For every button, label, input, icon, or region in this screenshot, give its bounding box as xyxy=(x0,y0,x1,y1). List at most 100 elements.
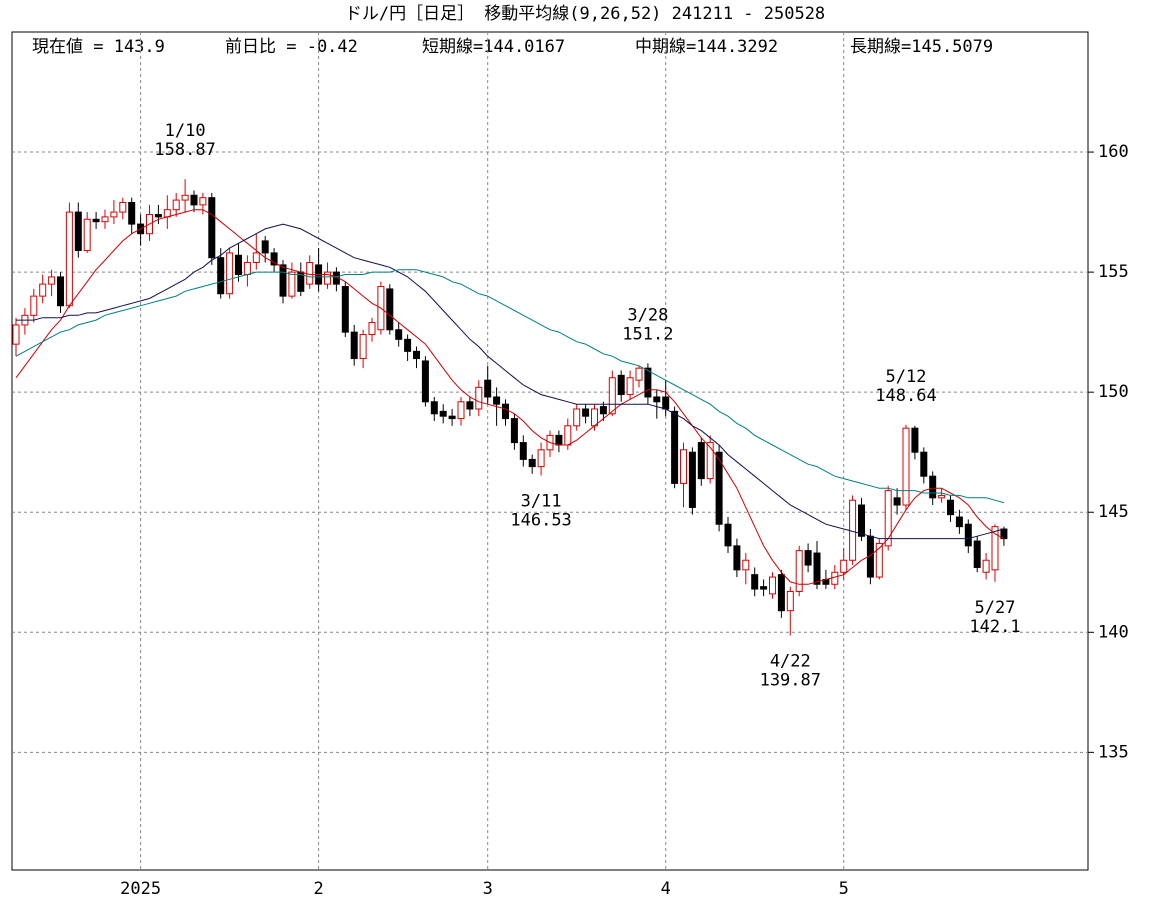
candle-body xyxy=(564,425,572,446)
candle-body xyxy=(902,427,910,506)
candle-body xyxy=(528,458,536,468)
candle-body xyxy=(662,396,670,410)
candle-body xyxy=(671,410,679,484)
annotation-value: 139.87 xyxy=(760,670,821,690)
candle-body xyxy=(653,396,661,403)
candle-body xyxy=(582,408,590,417)
candle-body xyxy=(599,406,607,415)
candle-body xyxy=(502,403,509,420)
annotation-value: 146.53 xyxy=(510,510,571,530)
candle-body xyxy=(30,295,38,316)
info-text: 長期線=145.5079 xyxy=(850,37,993,57)
candle-body xyxy=(991,526,999,571)
candle-body xyxy=(893,497,901,506)
candle-body xyxy=(261,240,269,254)
candle-body xyxy=(235,254,242,276)
candle-body xyxy=(733,545,741,571)
candle-body xyxy=(795,550,803,592)
candle-body xyxy=(644,367,652,398)
candle-body xyxy=(413,350,420,360)
annotation-date: 5/12 xyxy=(886,367,927,387)
candle-body xyxy=(279,264,287,297)
candle-body xyxy=(920,451,928,477)
annotation-date: 3/28 xyxy=(627,305,668,325)
candle-body xyxy=(226,252,234,295)
annotation-date: 3/11 xyxy=(521,491,562,511)
info-text: 短期線=144.0167 xyxy=(422,37,565,57)
candle-body xyxy=(208,197,216,259)
annotation-value: 148.64 xyxy=(875,386,936,406)
candle-body xyxy=(617,374,625,396)
candle-body xyxy=(813,552,821,585)
candle-body xyxy=(840,559,848,573)
candle-body xyxy=(697,442,705,480)
candle-body xyxy=(938,494,946,499)
candle-body xyxy=(368,322,376,336)
y-tick-label: 150 xyxy=(1098,382,1129,402)
candle-body xyxy=(884,490,892,547)
candle-body xyxy=(421,360,429,403)
candle-body xyxy=(591,408,598,427)
candle-body xyxy=(484,379,492,398)
candle-body xyxy=(430,401,438,415)
candle-body xyxy=(537,449,545,468)
candle-body xyxy=(404,338,412,352)
candle-body xyxy=(74,211,82,252)
annotation-value: 151.2 xyxy=(622,324,673,344)
candle-body xyxy=(154,213,162,218)
x-tick-label: 5 xyxy=(839,879,849,899)
info-text: 前日比 = -0.42 xyxy=(225,37,358,57)
moving-average-line xyxy=(16,223,1005,540)
candle-body xyxy=(252,252,260,264)
candle-body xyxy=(911,427,919,453)
candle-body xyxy=(858,504,865,537)
y-tick-label: 160 xyxy=(1098,142,1129,162)
candle-body xyxy=(706,442,714,480)
x-tick-label: 4 xyxy=(661,879,671,899)
annotation-date: 4/22 xyxy=(770,651,811,671)
candle-body xyxy=(760,586,768,590)
candle-body xyxy=(217,257,225,295)
candle-body xyxy=(608,377,616,415)
x-tick-label: 2025 xyxy=(120,879,161,899)
candle-body xyxy=(199,197,207,206)
candle-body xyxy=(510,418,518,444)
info-text: 中期線=144.3292 xyxy=(635,37,778,57)
annotation-date: 1/10 xyxy=(165,121,206,141)
candle-body xyxy=(777,574,785,612)
candle-body xyxy=(982,559,990,573)
y-tick-label: 140 xyxy=(1098,622,1129,642)
candle-body xyxy=(555,434,563,446)
candle-body xyxy=(270,252,278,266)
chart-title: ドル/円［日足］ 移動平均線(9,26,52) 241211 - 250528 xyxy=(345,4,825,24)
candle-body xyxy=(831,571,839,585)
candle-body xyxy=(101,216,109,223)
candle-body xyxy=(12,324,20,345)
candle-body xyxy=(128,201,136,225)
candle-body xyxy=(519,442,527,460)
candle-body xyxy=(724,523,732,547)
candle-body xyxy=(973,540,981,568)
candle-body xyxy=(688,451,696,508)
x-tick-label: 3 xyxy=(483,879,493,899)
candle-body xyxy=(172,199,180,211)
candle-body xyxy=(190,194,198,206)
candle-body xyxy=(350,331,358,360)
candle-body xyxy=(742,559,750,571)
candle-body xyxy=(306,262,314,285)
candle-body xyxy=(119,201,127,213)
candle-body xyxy=(751,574,759,590)
y-tick-label: 155 xyxy=(1098,262,1129,282)
candle-body xyxy=(769,576,776,595)
candle-body xyxy=(181,194,189,201)
candle-body xyxy=(475,386,483,410)
candle-body xyxy=(457,401,465,420)
candle-body xyxy=(83,218,91,252)
candle-body xyxy=(39,283,47,297)
candle-body xyxy=(288,271,296,297)
candle-body xyxy=(786,590,794,612)
candle-body xyxy=(243,262,251,276)
moving-average-line xyxy=(15,269,1005,504)
